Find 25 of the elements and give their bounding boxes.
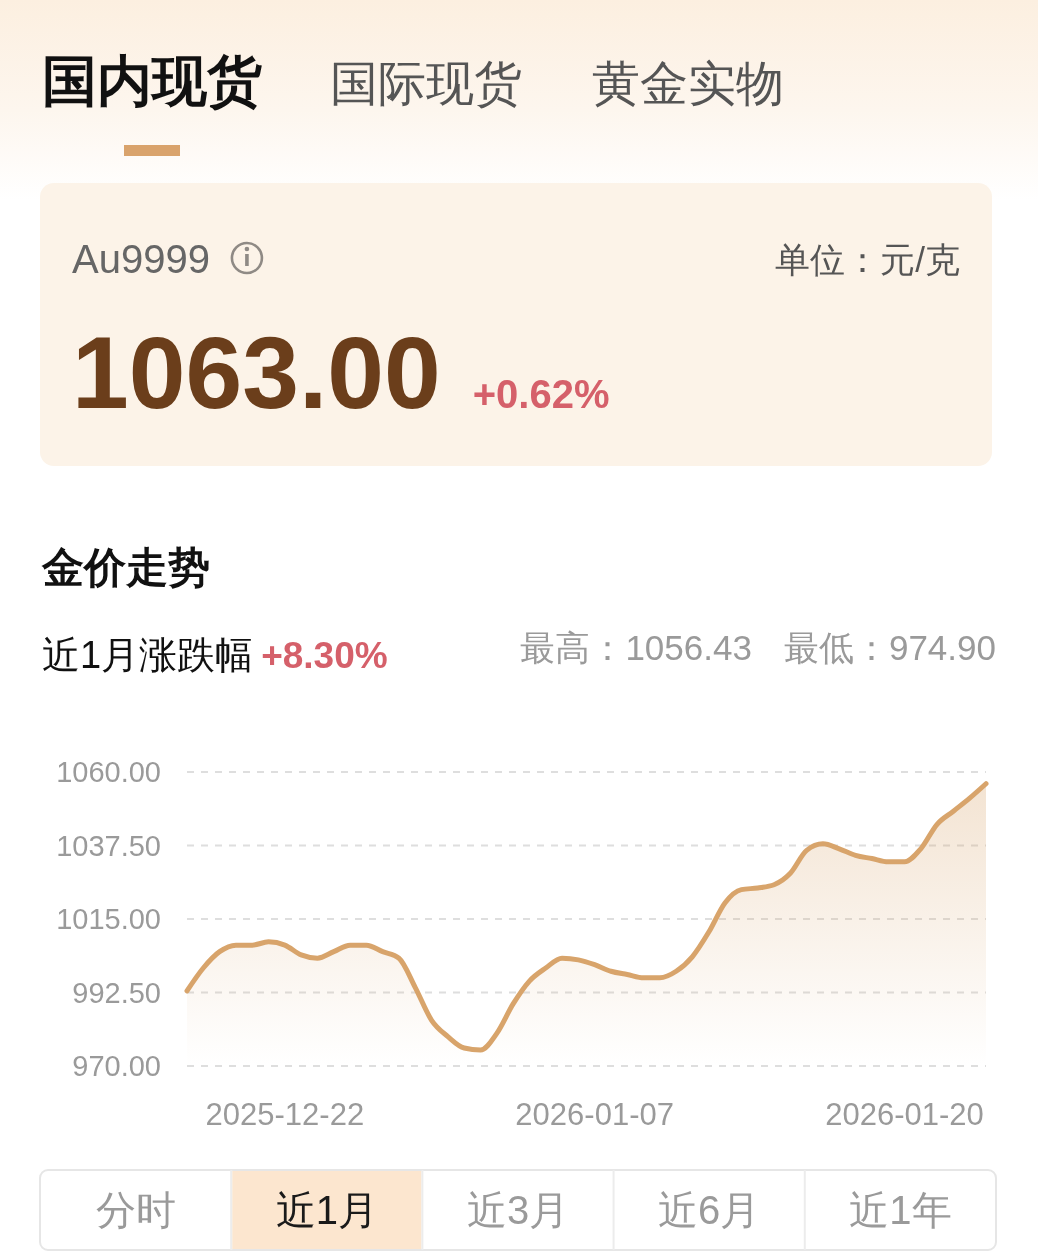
button-label: 分时 [95,1188,176,1232]
text: 最高：1056.43 [520,628,752,667]
x-tick-label: 2026-01-20 [825,1097,984,1132]
text: 1063.00 [72,316,441,430]
button-selected: 近1月 [232,1171,422,1249]
text: 黄金实物 [592,57,784,110]
x-tick-label: 2026-01-07 [515,1097,674,1132]
y-tick-label: 1037.50 [56,829,161,862]
button-label: 近3月 [466,1188,570,1232]
y-tick-label: 1015.00 [56,903,161,935]
text: +0.62% [472,372,610,416]
y-tick-label: 992.50 [72,976,161,1009]
text: 国内现货 [42,50,262,112]
text: 国际现货 [330,57,522,110]
y-tick-label: 1060.00 [56,756,161,788]
button-label: 近6月 [658,1188,761,1232]
button-label: 近1年 [849,1188,952,1232]
chart-title: 金价走势 [41,544,210,591]
x-tick-label: 2025-12-22 [205,1097,365,1132]
text: 单位：元/克 [775,240,960,279]
text: Au9999 [72,237,210,281]
y-tick-label: 970.00 [72,1050,161,1082]
text: +8.30% [261,635,388,676]
text: 最低：974.90 [783,628,996,667]
text: 近1月涨跌幅 [42,634,254,676]
